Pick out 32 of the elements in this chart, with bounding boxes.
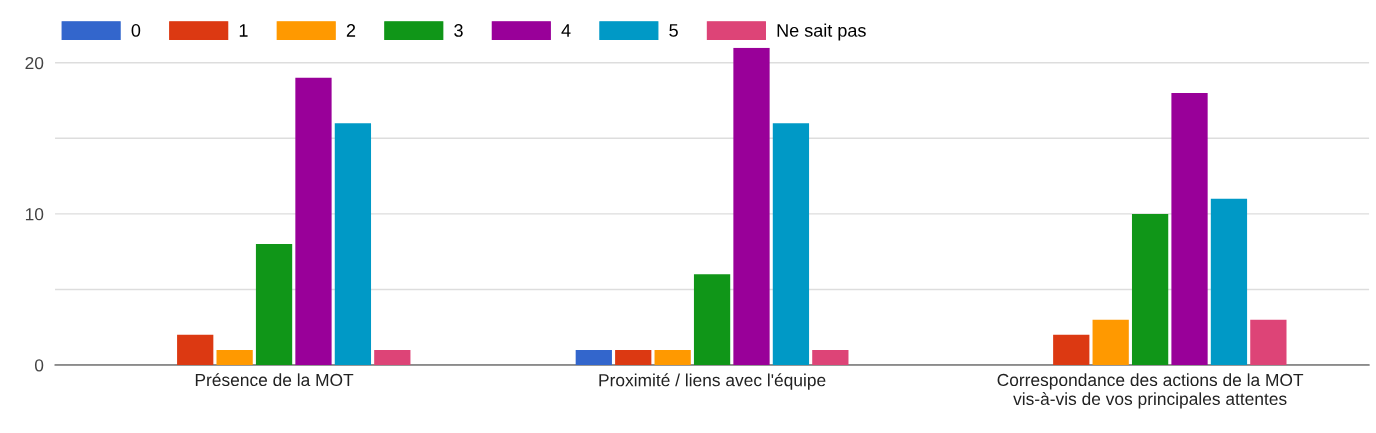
bar xyxy=(615,349,652,366)
legend-label: Ne sait pas xyxy=(777,23,866,41)
bar xyxy=(693,274,731,366)
bar xyxy=(812,349,849,366)
legend-label: 5 xyxy=(669,24,678,37)
bar xyxy=(654,349,691,366)
bar xyxy=(1250,319,1287,366)
legend-label: 0 xyxy=(131,24,141,37)
bar xyxy=(1131,213,1169,366)
bar xyxy=(1210,198,1248,366)
y-tick-label: 20 xyxy=(25,56,44,70)
legend-label: 1 xyxy=(239,24,248,37)
x-tick-label: Proximité / liens avec l'équipe xyxy=(599,373,826,390)
bar xyxy=(575,349,612,366)
x-tick-label: Correspondance des actions de la MOT vis-à-vis de vos principales attentes xyxy=(997,373,1304,409)
bar xyxy=(177,334,214,366)
bar xyxy=(295,77,332,366)
bar xyxy=(772,123,810,366)
y-tick-label: 10 xyxy=(25,208,44,221)
bar xyxy=(733,47,770,366)
legend-label: 2 xyxy=(346,24,356,37)
bar xyxy=(374,349,411,366)
bar xyxy=(216,349,253,366)
bar xyxy=(1171,92,1208,366)
bar xyxy=(255,244,293,366)
legend-label: 3 xyxy=(454,24,463,37)
legend-label: 4 xyxy=(561,24,571,37)
bar xyxy=(334,123,372,366)
bar xyxy=(1092,319,1129,366)
x-tick-label: Présence de la MOT xyxy=(195,373,354,387)
bar xyxy=(1053,334,1090,366)
y-tick-label: 0 xyxy=(34,359,44,372)
